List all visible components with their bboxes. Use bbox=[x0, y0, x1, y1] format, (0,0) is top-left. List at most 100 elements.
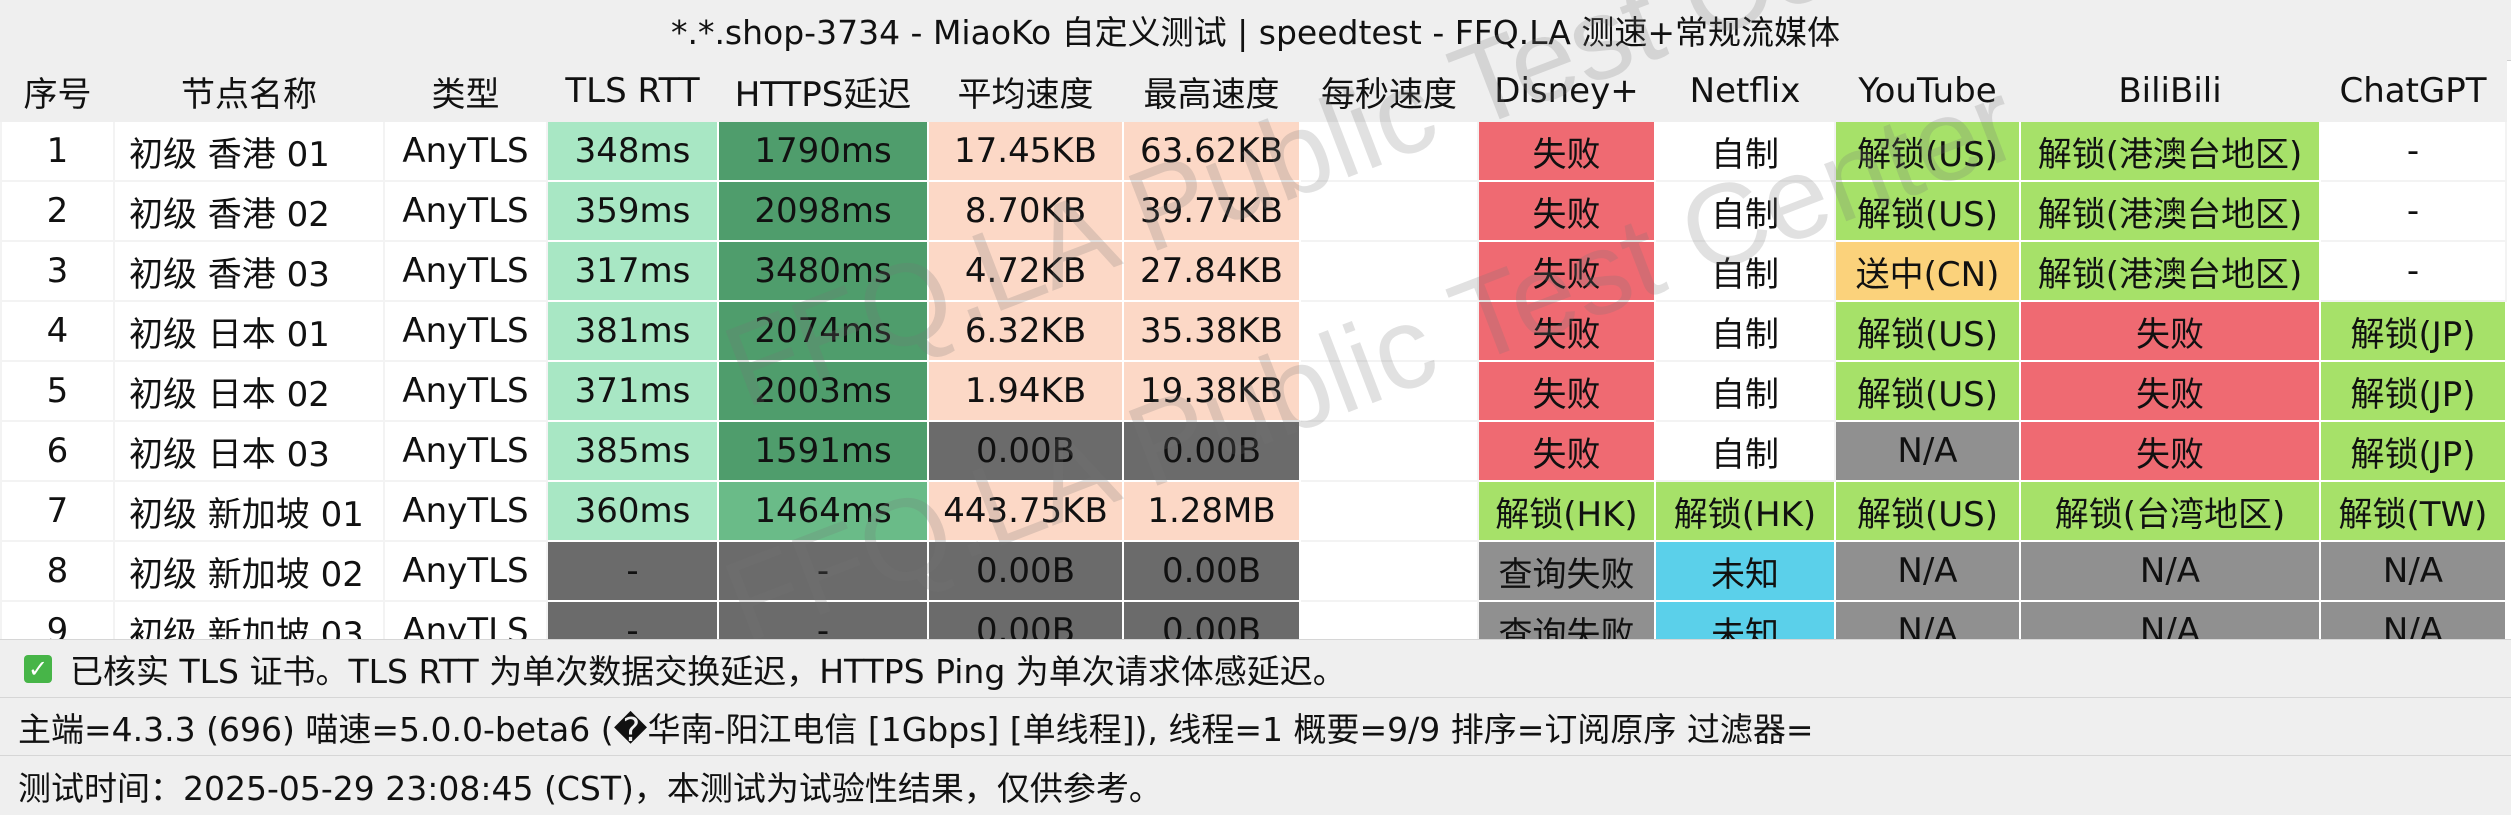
table-row: 4 初级 日本 01 AnyTLS 381ms 2074ms 6.32KB 35.38KB 失… bbox=[0, 300, 2507, 362]
cell-chatgpt: - bbox=[2319, 180, 2507, 242]
cell-per-second bbox=[1299, 420, 1479, 482]
cell-bilibili: 解锁(港澳台地区) bbox=[2019, 180, 2321, 242]
cell-disney: 查询失败 bbox=[1477, 540, 1656, 602]
cell-netflix: 自制 bbox=[1654, 180, 1836, 242]
table-row: 6 初级 日本 03 AnyTLS 385ms 1591ms 0.00B 0.00B 失败 自制… bbox=[0, 420, 2507, 482]
cell-netflix: 未知 bbox=[1654, 540, 1836, 602]
backend-info: 主端=4.3.3 (696) 喵速=5.0.0-beta6 (�华南-阳江电信 … bbox=[18, 709, 1814, 749]
cell-max-speed: 27.84KB bbox=[1122, 240, 1301, 302]
cell-disney: 失败 bbox=[1477, 300, 1656, 362]
cell-index: 1 bbox=[0, 120, 115, 182]
cell-index: 3 bbox=[0, 240, 115, 302]
cell-avg-speed: 0.00B bbox=[927, 420, 1124, 482]
cell-node-name: 初级 香港 02 bbox=[113, 180, 385, 242]
cell-chatgpt: 解锁(JP) bbox=[2319, 420, 2507, 482]
cell-tls-rtt: 317ms bbox=[546, 240, 719, 302]
cell-type: AnyTLS bbox=[383, 360, 548, 422]
cell-index: 4 bbox=[0, 300, 115, 362]
cell-index: 2 bbox=[0, 180, 115, 242]
header-index: 序号 bbox=[0, 60, 115, 122]
cell-netflix: 自制 bbox=[1654, 240, 1836, 302]
cell-https-latency: 1464ms bbox=[717, 480, 929, 542]
table-row: 7 初级 新加坡 01 AnyTLS 360ms 1464ms 443.75KB 1.28M… bbox=[0, 480, 2507, 542]
cell-chatgpt: - bbox=[2319, 120, 2507, 182]
cell-per-second bbox=[1299, 480, 1479, 542]
cell-chatgpt: 解锁(JP) bbox=[2319, 360, 2507, 422]
cell-youtube: 解锁(US) bbox=[1834, 180, 2021, 242]
cell-chatgpt: N/A bbox=[2319, 540, 2507, 602]
cell-tls-rtt: 348ms bbox=[546, 120, 719, 182]
cell-disney: 失败 bbox=[1477, 120, 1656, 182]
cell-youtube: N/A bbox=[1834, 420, 2021, 482]
header-netflix: Netflix bbox=[1654, 60, 1836, 122]
cell-type: AnyTLS bbox=[383, 180, 548, 242]
cell-max-speed: 0.00B bbox=[1122, 540, 1301, 602]
tls-note: 已核实 TLS 证书。TLS RTT 为单次数据交换延迟，HTTPS Ping … bbox=[70, 651, 1346, 691]
cell-netflix: 解锁(HK) bbox=[1654, 480, 1836, 542]
header-tls-rtt: TLS RTT bbox=[546, 60, 719, 122]
cell-https-latency: 3480ms bbox=[717, 240, 929, 302]
cell-disney: 失败 bbox=[1477, 180, 1656, 242]
cell-per-second bbox=[1299, 360, 1479, 422]
cell-avg-speed: 8.70KB bbox=[927, 180, 1124, 242]
cell-disney: 失败 bbox=[1477, 360, 1656, 422]
cell-https-latency: 2003ms bbox=[717, 360, 929, 422]
cell-bilibili: 失败 bbox=[2019, 360, 2321, 422]
cell-bilibili: 解锁(港澳台地区) bbox=[2019, 240, 2321, 302]
header-type: 类型 bbox=[383, 60, 548, 122]
cell-netflix: 自制 bbox=[1654, 360, 1836, 422]
cell-avg-speed: 4.72KB bbox=[927, 240, 1124, 302]
table-row: 2 初级 香港 02 AnyTLS 359ms 2098ms 8.70KB 39.77KB 失… bbox=[0, 180, 2507, 242]
cell-node-name: 初级 日本 03 bbox=[113, 420, 385, 482]
cell-tls-rtt: 360ms bbox=[546, 480, 719, 542]
cell-https-latency: 1591ms bbox=[717, 420, 929, 482]
cell-chatgpt: 解锁(TW) bbox=[2319, 480, 2507, 542]
cell-disney: 解锁(HK) bbox=[1477, 480, 1656, 542]
cell-bilibili: N/A bbox=[2019, 540, 2321, 602]
cell-avg-speed: 17.45KB bbox=[927, 120, 1124, 182]
cell-index: 6 bbox=[0, 420, 115, 482]
info-row: 主端=4.3.3 (696) 喵速=5.0.0-beta6 (�华南-阳江电信 … bbox=[0, 697, 2511, 755]
header-avg-speed: 平均速度 bbox=[927, 60, 1124, 122]
cell-node-name: 初级 香港 03 bbox=[113, 240, 385, 302]
cell-per-second bbox=[1299, 120, 1479, 182]
table-row: 3 初级 香港 03 AnyTLS 317ms 3480ms 4.72KB 27.84KB 失… bbox=[0, 240, 2507, 302]
cell-node-name: 初级 香港 01 bbox=[113, 120, 385, 182]
cell-type: AnyTLS bbox=[383, 540, 548, 602]
cell-node-name: 初级 日本 01 bbox=[113, 300, 385, 362]
header-disney: Disney+ bbox=[1477, 60, 1656, 122]
cell-per-second bbox=[1299, 240, 1479, 302]
cell-avg-speed: 1.94KB bbox=[927, 360, 1124, 422]
header-per-second: 每秒速度 bbox=[1299, 60, 1479, 122]
check-box-icon: ✓ bbox=[24, 654, 52, 683]
cell-tls-rtt: 385ms bbox=[546, 420, 719, 482]
cell-per-second bbox=[1299, 300, 1479, 362]
time-row: 测试时间：2025-05-29 23:08:45 (CST)，本测试为试验性结果… bbox=[0, 755, 2511, 815]
cell-type: AnyTLS bbox=[383, 420, 548, 482]
results-table: 序号 节点名称 类型 TLS RTT HTTPS延迟 平均速度 最高速度 每秒速… bbox=[0, 60, 2507, 662]
cell-tls-rtt: 371ms bbox=[546, 360, 719, 422]
cell-tls-rtt: 381ms bbox=[546, 300, 719, 362]
cell-per-second bbox=[1299, 540, 1479, 602]
cell-bilibili: 解锁(港澳台地区) bbox=[2019, 120, 2321, 182]
cell-disney: 失败 bbox=[1477, 420, 1656, 482]
cell-chatgpt: 解锁(JP) bbox=[2319, 300, 2507, 362]
test-time: 测试时间：2025-05-29 23:08:45 (CST)，本测试为试验性结果… bbox=[18, 768, 1162, 808]
cell-type: AnyTLS bbox=[383, 480, 548, 542]
cell-index: 5 bbox=[0, 360, 115, 422]
cell-max-speed: 35.38KB bbox=[1122, 300, 1301, 362]
table-row: 5 初级 日本 02 AnyTLS 371ms 2003ms 1.94KB 19.38KB 失… bbox=[0, 360, 2507, 422]
cell-index: 8 bbox=[0, 540, 115, 602]
cell-max-speed: 0.00B bbox=[1122, 420, 1301, 482]
cell-netflix: 自制 bbox=[1654, 120, 1836, 182]
cell-chatgpt: - bbox=[2319, 240, 2507, 302]
cell-https-latency: 2098ms bbox=[717, 180, 929, 242]
cell-type: AnyTLS bbox=[383, 240, 548, 302]
cell-per-second bbox=[1299, 180, 1479, 242]
cell-youtube: 送中(CN) bbox=[1834, 240, 2021, 302]
cell-node-name: 初级 新加坡 01 bbox=[113, 480, 385, 542]
cell-type: AnyTLS bbox=[383, 120, 548, 182]
cell-avg-speed: 0.00B bbox=[927, 540, 1124, 602]
cell-youtube: 解锁(US) bbox=[1834, 480, 2021, 542]
header-node-name: 节点名称 bbox=[113, 60, 385, 122]
